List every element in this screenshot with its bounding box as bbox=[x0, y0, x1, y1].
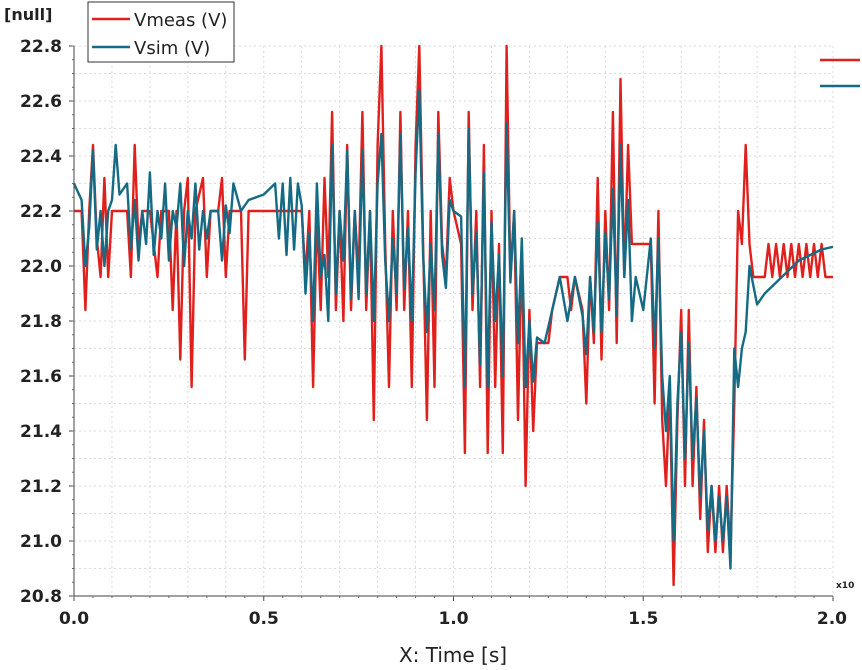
y-tick-label: 21.0 bbox=[20, 532, 62, 552]
legend: Vmeas (V) Vsim (V) bbox=[87, 1, 235, 63]
y-tick-label: 22.8 bbox=[20, 37, 62, 57]
grid-lines bbox=[73, 45, 834, 597]
x-axis-title: X: Time [s] bbox=[399, 643, 507, 667]
y-unit-label: [null] bbox=[4, 5, 52, 24]
legend-label-vsim: Vsim (V) bbox=[134, 38, 210, 59]
y-tick-label: 22.6 bbox=[20, 92, 62, 112]
x-tick-label: 1.5 bbox=[628, 609, 658, 629]
series-line-vsim bbox=[72, 88, 834, 570]
y-tick-label: 22.2 bbox=[20, 202, 62, 222]
axes bbox=[69, 45, 834, 601]
y-tick-label: 22.0 bbox=[20, 257, 62, 277]
series-layer bbox=[72, 44, 834, 587]
x-tick-label: 1.0 bbox=[438, 609, 468, 629]
y-tick-label: 20.8 bbox=[20, 587, 62, 607]
legend-box bbox=[87, 1, 235, 63]
y-tick-label: 22.4 bbox=[20, 147, 62, 167]
y-tick-label: 21.8 bbox=[20, 312, 62, 332]
x-tick-label: 0.0 bbox=[59, 609, 89, 629]
x-exponent-label: x10 bbox=[836, 581, 854, 591]
tick-labels: 20.8 21.0 21.2 21.4 21.6 21.8 22.0 22.2 22.4 22.6… bbox=[20, 37, 847, 629]
y-tick-label: 21.6 bbox=[20, 367, 62, 387]
x-tick-label: 0.5 bbox=[249, 609, 279, 629]
y-tick-label: 21.2 bbox=[20, 477, 62, 497]
legend-label-vmeas: Vmeas (V) bbox=[134, 10, 227, 31]
x-tick-label: 2.0 bbox=[817, 609, 847, 629]
side-legend bbox=[820, 58, 860, 88]
y-tick-label: 21.4 bbox=[20, 422, 62, 442]
